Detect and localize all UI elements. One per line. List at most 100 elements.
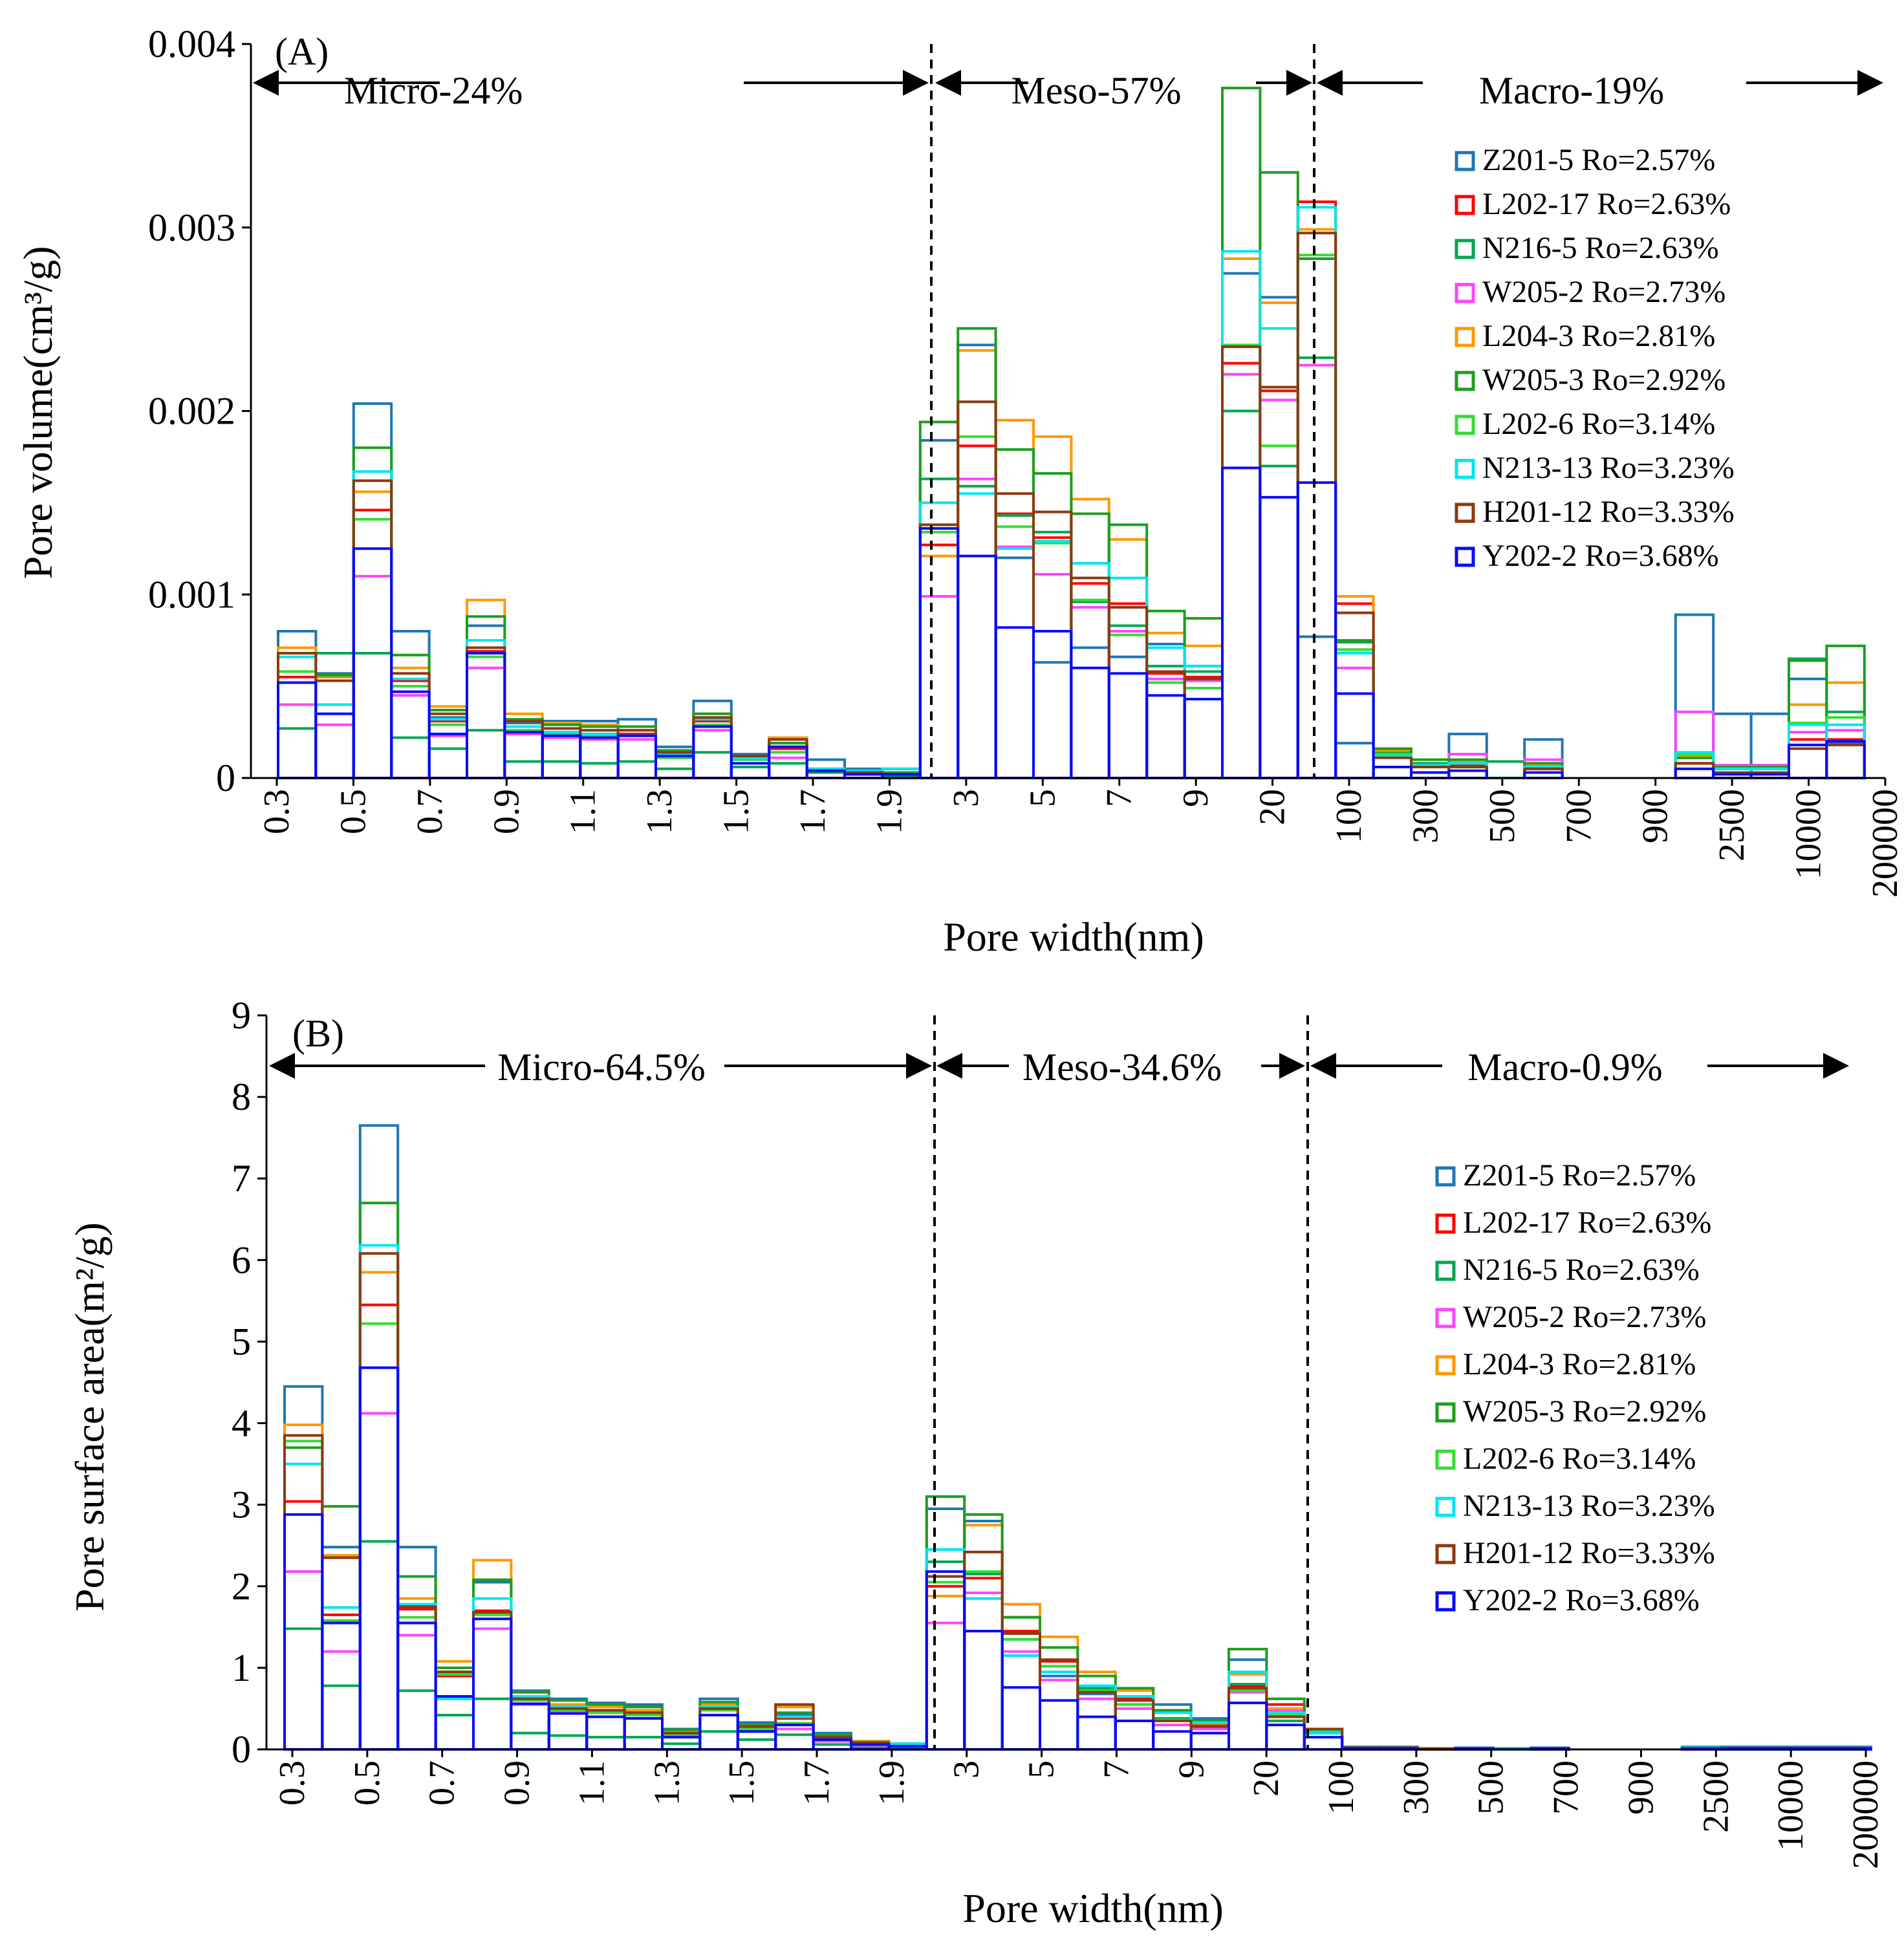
bar (1070, 666, 1110, 780)
bar (277, 681, 318, 779)
bar (1107, 672, 1149, 780)
legend-item: Z201-5 Ro=2.57% (1435, 1158, 1696, 1193)
bar (1303, 1736, 1344, 1751)
panel-b: (B) Micro-64.5% Meso-34.6% Macro-0.9% Po… (67, 994, 1886, 1931)
x-tick-label: 300 (1396, 1760, 1436, 1815)
bar (541, 734, 582, 779)
bar (314, 712, 355, 779)
legend-swatch (1435, 1260, 1456, 1281)
legend-label: W205-3 Ro=2.92% (1463, 1394, 1706, 1429)
legend-label: W205-3 Ro=2.92% (1482, 363, 1726, 397)
y-tick-label: 5 (232, 1320, 251, 1363)
x-tick-label: 200000 (1865, 789, 1904, 898)
x-tick-label: 1.5 (717, 789, 757, 834)
x-tick-label: 9 (1176, 789, 1216, 807)
legend-item: L204-3 Ro=2.81% (1455, 319, 1715, 353)
x-tick-label: 1.1 (572, 1760, 612, 1806)
legend-label: Z201-5 Ro=2.57% (1463, 1158, 1696, 1193)
bar (768, 745, 808, 780)
x-tick-label: 9 (1171, 1760, 1211, 1778)
y-axis-title-b: Pore surface area(m²/g) (67, 1222, 113, 1612)
legend-label: L202-17 Ro=2.63% (1463, 1205, 1711, 1240)
x-tick-label: 900 (1621, 1760, 1661, 1815)
bar (1145, 694, 1186, 780)
x-tick-label: 1.1 (563, 789, 603, 834)
legend-item: L202-6 Ro=3.14% (1435, 1442, 1696, 1476)
x-tick-label: 0.7 (410, 789, 450, 834)
x-tick-label: 3 (947, 1760, 987, 1778)
bar (661, 1736, 702, 1751)
bar (1825, 740, 1866, 780)
legend-item: H201-12 Ro=3.33% (1455, 495, 1735, 529)
bar (698, 1714, 739, 1751)
x-tick-label: 0.7 (422, 1760, 462, 1806)
axes-a (250, 44, 1885, 779)
legend-item: N216-5 Ro=2.63% (1435, 1253, 1700, 1287)
bar (616, 734, 657, 779)
bar (692, 725, 733, 779)
x-tick-label: 1.3 (640, 789, 680, 834)
bar (283, 1513, 324, 1751)
legend-label: N213-13 Ro=3.23% (1463, 1489, 1715, 1523)
legend-label: Y202-2 Ro=3.68% (1463, 1583, 1700, 1617)
x-tick-label: 900 (1636, 789, 1676, 843)
x-tick-label: 500 (1482, 789, 1522, 843)
bar (1334, 692, 1375, 779)
region-label-micro-a: Micro-24% (344, 69, 523, 112)
legend-item: L202-17 Ro=2.63% (1435, 1205, 1711, 1240)
bar (1372, 766, 1413, 779)
bar (1259, 495, 1299, 780)
bar (396, 1621, 437, 1751)
y-tick-label: 4 (232, 1402, 251, 1445)
panel-label-a: (A) (275, 30, 329, 73)
x-tick-label: 20 (1253, 789, 1293, 825)
region-label-meso-b: Meso-34.6% (1022, 1046, 1222, 1088)
x-tick-label: 0.3 (272, 1760, 312, 1806)
x-tick-label: 1.9 (872, 1760, 912, 1806)
legend-swatch (1455, 195, 1475, 215)
region-label-micro-b: Micro-64.5% (497, 1046, 706, 1088)
legend-label: H201-12 Ro=3.33% (1482, 495, 1735, 529)
bar (510, 1702, 550, 1751)
legend-swatch (1455, 415, 1475, 435)
legend-label: N213-13 Ro=3.23% (1482, 451, 1735, 485)
x-tick-label: 200000 (1846, 1760, 1886, 1869)
x-tick-label: 0.9 (486, 789, 526, 834)
y-tick-label: 8 (232, 1076, 251, 1118)
y-axis-title-a: Pore volume(cm³/g) (15, 246, 61, 579)
bar (547, 1712, 589, 1751)
bar (427, 732, 468, 780)
x-tick-label: 20 (1246, 1760, 1286, 1797)
bar (358, 1366, 400, 1751)
legend-item: W205-2 Ro=2.73% (1455, 275, 1726, 309)
x-tick-label: 2500 (1712, 789, 1752, 861)
axes-b (265, 1015, 1866, 1751)
x-tick-label: 7 (1099, 789, 1140, 807)
legend-item: H201-12 Ro=3.33% (1435, 1536, 1715, 1570)
legend-swatch (1435, 1544, 1456, 1564)
legend-swatch (1455, 546, 1475, 567)
y-tick-label: 0.003 (148, 206, 235, 249)
legend-item: N216-5 Ro=2.63% (1455, 231, 1719, 265)
legend-swatch (1455, 459, 1475, 479)
x-tick-label: 700 (1559, 789, 1599, 843)
legend-label: Z201-5 Ro=2.57% (1482, 143, 1715, 177)
x-tick-label: 1.7 (797, 1760, 837, 1806)
legend-item: Z201-5 Ro=2.57% (1455, 143, 1715, 177)
bar (1076, 1715, 1117, 1751)
legend-swatch (1455, 327, 1475, 347)
bar (466, 652, 506, 779)
legend-label: N216-5 Ro=2.63% (1463, 1253, 1700, 1287)
y-ticks-b: 0 1 2 3 4 5 6 7 8 9 (232, 994, 266, 1771)
region-label-meso-a: Meso-57% (1011, 69, 1181, 112)
y-tick-label: 0.001 (148, 573, 235, 616)
bar (1032, 630, 1073, 779)
legend-swatch (1455, 503, 1475, 523)
legend-swatch (1455, 283, 1475, 303)
x-tick-label: 2500 (1696, 1760, 1736, 1833)
legend-swatch (1455, 151, 1475, 171)
legend-swatch (1435, 1213, 1456, 1234)
bar (434, 1695, 475, 1751)
bar (1265, 1724, 1306, 1751)
